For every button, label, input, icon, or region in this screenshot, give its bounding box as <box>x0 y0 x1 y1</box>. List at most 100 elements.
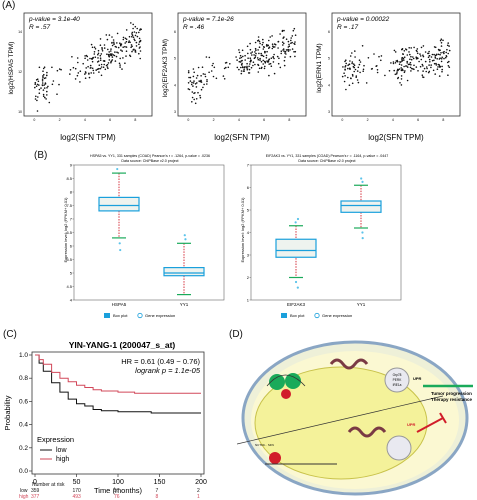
scatter-point <box>240 60 242 62</box>
scatter-point <box>294 55 296 58</box>
y-tick-label: 14 <box>18 30 22 34</box>
scatter-point <box>130 22 132 24</box>
scatter-point <box>264 65 266 68</box>
scatter-point <box>56 93 58 95</box>
scatter-point <box>96 68 99 71</box>
scatter-point <box>354 50 356 52</box>
y-tick-label: 6 <box>174 30 176 34</box>
scatter-point <box>208 71 210 74</box>
scatter-point <box>439 49 441 51</box>
km-title: YIN-YANG-1 (200047_s_at) <box>69 340 176 350</box>
scatter-point <box>287 50 290 52</box>
scatter-point <box>190 83 193 86</box>
scatter-point <box>406 60 409 63</box>
scatter-point <box>119 66 121 68</box>
scatter-point <box>290 37 293 39</box>
scatter-point <box>281 41 284 43</box>
scatter-point <box>351 73 354 76</box>
scatter-point <box>122 38 125 41</box>
scatter-point <box>440 58 443 60</box>
scatter-point <box>261 43 264 46</box>
scatter-point <box>351 61 354 63</box>
scatter-point <box>77 61 79 64</box>
scatter-point <box>401 58 403 61</box>
scatter-point <box>351 62 353 65</box>
scatter-point <box>103 60 106 62</box>
scatter-point <box>138 43 140 46</box>
scatter-point <box>131 33 133 35</box>
scatter-point <box>121 68 123 70</box>
scatter-point <box>79 81 81 83</box>
scatter-point <box>44 96 46 99</box>
legend-high-label: high <box>56 456 69 463</box>
scatter-point <box>42 76 44 78</box>
scatter-point <box>112 39 115 41</box>
p-value-label: p-value = 0.00022 <box>336 16 390 23</box>
scatter-point <box>115 55 118 58</box>
scatter-point <box>86 59 89 61</box>
scatter-point <box>92 72 95 74</box>
scatter-point <box>283 36 285 38</box>
y-tick-label: 4.5 <box>66 284 72 289</box>
scatter-point <box>135 45 138 47</box>
scatter-point <box>282 48 285 50</box>
scatter-point <box>427 71 430 74</box>
scatter-point <box>437 48 440 51</box>
x-tick-label: 2 <box>213 118 215 122</box>
scatter-point <box>353 70 356 73</box>
risk-table: Number at risk low high 359 170 57 7 2 377 49… <box>0 482 210 500</box>
scatter-point <box>110 48 112 50</box>
scatter-point <box>240 56 243 59</box>
scatter-point <box>265 45 268 47</box>
scatter-point <box>447 52 450 55</box>
scatter-point <box>284 50 287 53</box>
scatter-point <box>415 66 418 68</box>
scatter-point <box>97 49 100 52</box>
scatter-point <box>58 83 60 86</box>
scatter-point <box>412 57 415 60</box>
scatter-point <box>197 91 199 94</box>
scatter-point <box>277 62 280 65</box>
scatter-point <box>403 71 406 74</box>
yy1-red-lower <box>269 452 281 464</box>
scatter-point <box>427 52 430 55</box>
scatter-point <box>428 55 431 57</box>
y-tick-label: 0.6 <box>19 398 28 405</box>
scatter-point <box>412 56 414 58</box>
scatter-point <box>349 55 352 57</box>
risk-low-value: 57 <box>114 488 120 494</box>
risk-high-value: 76 <box>114 494 120 500</box>
scatter-point <box>283 29 285 32</box>
scatter-point <box>195 77 198 79</box>
scatter-point <box>211 64 214 67</box>
scatter-point <box>112 54 115 56</box>
scatter-point <box>193 98 195 101</box>
scatter-point <box>248 65 250 68</box>
scatter-point <box>200 88 203 91</box>
box <box>163 266 205 277</box>
scatter-point <box>420 58 423 61</box>
legend-box-swatch <box>281 313 287 318</box>
scatter-point <box>189 76 192 79</box>
scatter-point <box>273 57 275 60</box>
scatter-point <box>419 53 421 55</box>
scatter-point <box>108 59 111 61</box>
scatter-point <box>343 72 345 74</box>
scatter-point <box>192 75 195 78</box>
scatter-point <box>441 68 444 71</box>
box <box>98 196 140 212</box>
scatter-point <box>91 67 94 70</box>
scatter-point <box>350 77 352 79</box>
scatter-point <box>363 64 365 67</box>
scatter-point <box>113 43 115 46</box>
scatter-point <box>134 49 137 52</box>
scatter-point <box>203 83 205 86</box>
scatter-point <box>108 34 111 36</box>
scatter-point <box>89 67 92 69</box>
scatter-point <box>262 48 265 50</box>
x-tick-label: 6 <box>109 118 111 122</box>
scatter-point <box>284 52 286 54</box>
scatter-point <box>187 82 190 84</box>
scatter-point <box>114 51 116 53</box>
x-tick-label: 4 <box>392 118 394 122</box>
